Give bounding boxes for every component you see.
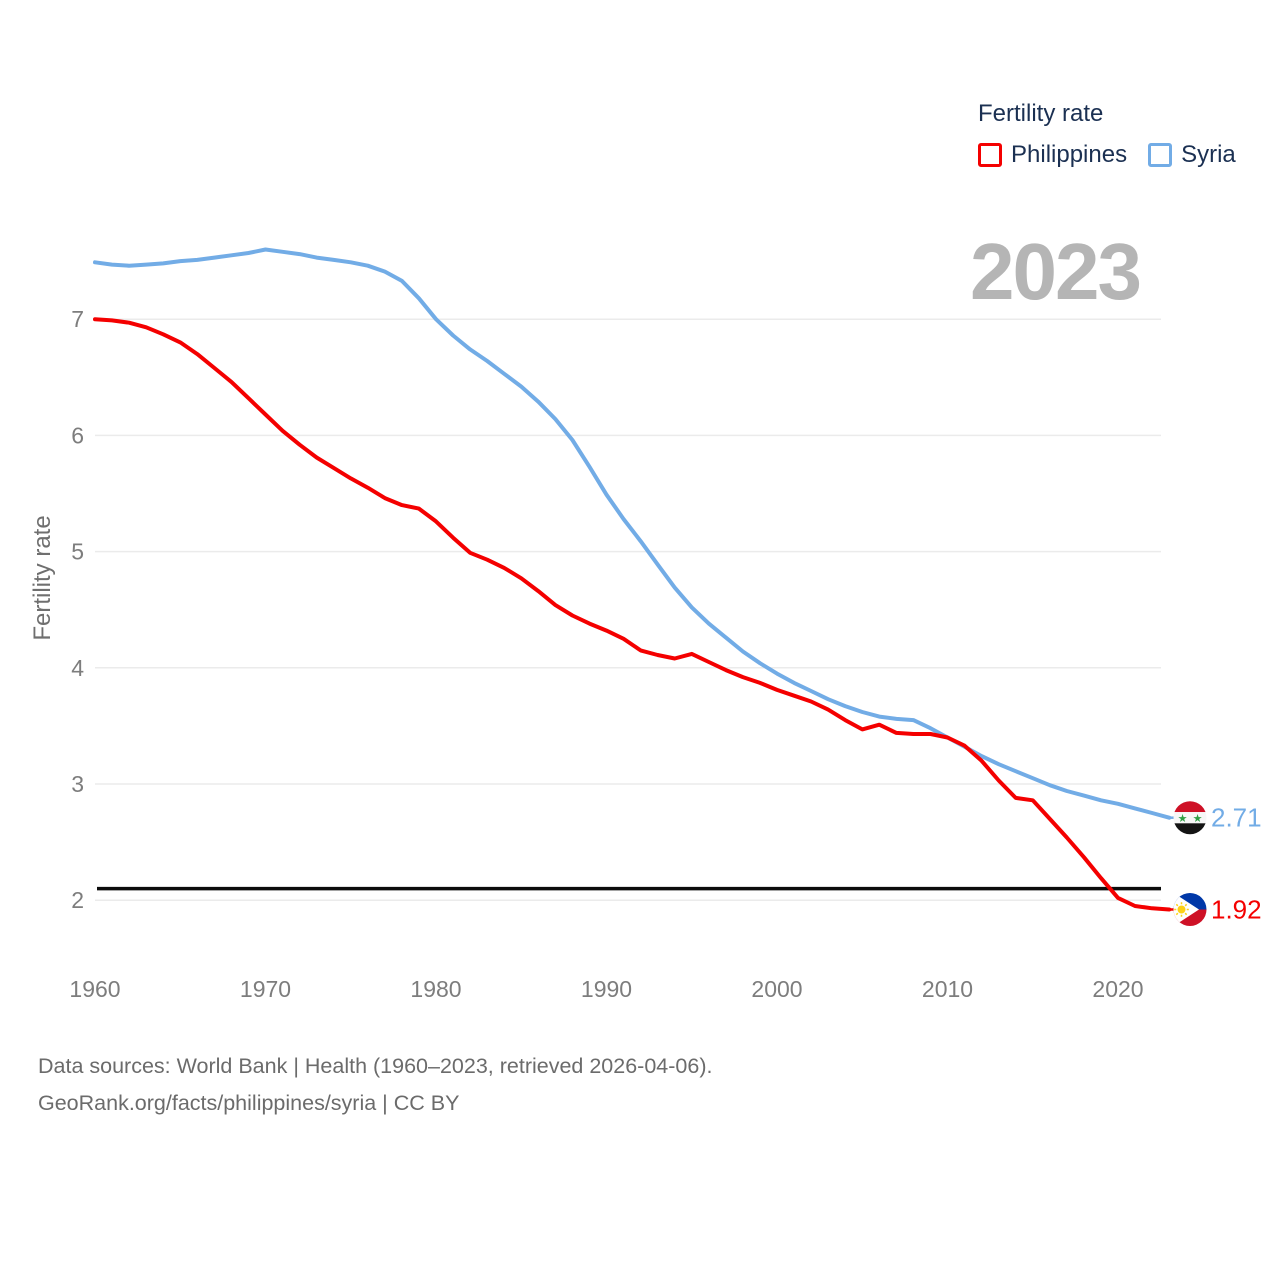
chart-legend: Fertility rate Philippines Syria — [978, 100, 1236, 169]
x-tick-label: 1980 — [410, 976, 461, 1002]
chart-footer: Data sources: World Bank | Health (1960–… — [38, 1048, 712, 1122]
y-tick-label: 3 — [71, 771, 84, 797]
y-axis-title: Fertility rate — [29, 515, 56, 640]
legend-label-syria: Syria — [1181, 141, 1236, 168]
philippines-end-value-label: 1.92 — [1211, 894, 1262, 924]
x-tick-label: 2000 — [751, 976, 802, 1002]
x-tick-label: 1990 — [581, 976, 632, 1002]
philippines-color-swatch — [978, 143, 1002, 167]
legend-items: Philippines Syria — [978, 141, 1236, 169]
y-tick-label: 4 — [71, 655, 84, 681]
svg-text:★: ★ — [1178, 813, 1188, 825]
y-tick-label: 5 — [71, 539, 84, 565]
syria-end-value-label: 2.71 — [1211, 803, 1262, 833]
syria-flag-icon: ★ ★ — [1173, 801, 1207, 835]
syria-line — [93, 247, 1172, 820]
x-tick-label: 2010 — [922, 976, 973, 1002]
x-tick-label: 1970 — [240, 976, 291, 1002]
syria-color-swatch — [1148, 143, 1173, 167]
x-tick-label: 1960 — [69, 976, 120, 1002]
philippines-flag-icon — [1173, 893, 1207, 926]
y-tick-label: 6 — [71, 422, 84, 448]
legend-item-philippines: Philippines — [978, 141, 1127, 169]
attribution-text: GeoRank.org/facts/philippines/syria | CC… — [38, 1091, 460, 1115]
legend-title: Fertility rate — [978, 100, 1104, 127]
philippines-line — [93, 317, 1172, 912]
y-tick-label: 7 — [71, 306, 84, 332]
legend-label-philippines: Philippines — [1011, 141, 1128, 168]
data-sources-text: Data sources: World Bank | Health (1960–… — [38, 1054, 713, 1078]
y-tick-label: 2 — [71, 887, 84, 913]
x-tick-label: 2020 — [1092, 976, 1143, 1002]
legend-item-syria: Syria — [1148, 141, 1236, 169]
svg-text:★: ★ — [1193, 813, 1203, 825]
year-watermark: 2023 — [970, 227, 1142, 316]
